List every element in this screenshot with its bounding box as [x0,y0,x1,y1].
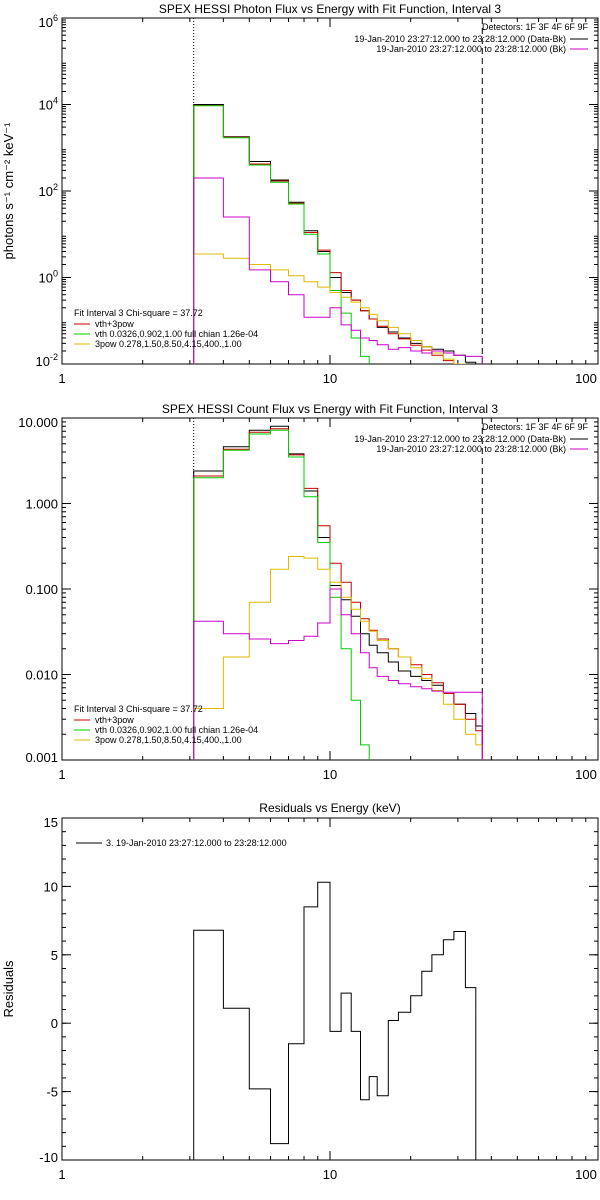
series-group [193,425,483,760]
series-bk [193,588,483,760]
legend-bk-label: 19-Jan-2010 23:27:12.000 to 23:28:12.000… [376,44,566,54]
y-tick-label: 100 [39,269,58,286]
y-axis-label: Residuals [1,960,16,1018]
y-tick-label: -10 [39,1150,58,1165]
x-tick-label: 100 [575,767,597,782]
x-tick-label: 1 [58,371,65,386]
chart-title: SPEX HESSI Count Flux vs Energy with Fit… [162,402,498,416]
y-tick-label: 102 [39,182,58,199]
x-tick-label: 1 [58,767,65,782]
y-tick-label: 0.100 [25,582,58,597]
series-total [193,428,483,760]
legend-fit-title: Fit Interval 3 Chi-square = 37.72 [74,704,203,714]
chart-panel-2: SPEX HESSI Count Flux vs Energy with Fit… [18,402,599,782]
series-pow [193,253,483,364]
series-group [193,104,483,364]
chart-title: Residuals vs Energy (keV) [259,801,400,815]
legend-fit-label: vth+3pow [95,319,134,329]
y-tick-label: 10-2 [36,352,58,369]
x-tick-label: 100 [575,371,597,386]
y-tick-label: 0.010 [25,668,58,683]
legend-data-label: 19-Jan-2010 23:27:12.000 to 23:28:12.000… [354,34,566,44]
legend-detectors: Detectors: 1F 3F 4F 6F 9F [482,422,589,432]
y-tick-label: 104 [39,96,58,113]
y-tick-label: 0 [51,1016,58,1031]
chart-panel-1: SPEX HESSI Photon Flux vs Energy with Fi… [1,2,599,386]
y-tick-label: 1.000 [25,497,58,512]
series-data [193,425,483,760]
x-tick-label: 100 [575,1167,597,1182]
legend-data-label: 19-Jan-2010 23:27:12.000 to 23:28:12.000… [354,434,566,444]
series-group [193,881,477,1160]
legend-fit-label: vth+3pow [95,715,134,725]
y-tick-label: 15 [44,815,58,830]
x-tick-label: 1 [58,1167,65,1182]
legend-resid-label: 3. 19-Jan-2010 23:27:12.000 to 23:28:12.… [106,838,287,848]
series-data [193,104,483,364]
legend-fit-label: vth 0.0326,0.902,1.00 full chian 1.26e-0… [95,329,258,339]
chart-title: SPEX HESSI Photon Flux vs Energy with Fi… [159,2,501,16]
series-pow [193,556,483,760]
series-vth [193,429,483,760]
y-axis-label: photons s⁻¹ cm⁻² keV⁻¹ [1,122,16,260]
legend-bk-label: 19-Jan-2010 23:27:12.000 to 23:28:12.000… [376,444,566,454]
y-tick-label: 10.000 [18,415,58,430]
y-tick-label: -5 [46,1085,58,1100]
series-resid [193,881,477,1160]
x-tick-label: 10 [323,371,337,386]
legend-fit-title: Fit Interval 3 Chi-square = 37.72 [74,308,203,318]
legend-detectors: Detectors: 1F 3F 4F 6F 9F [482,22,589,32]
x-tick-label: 10 [323,1167,337,1182]
y-tick-label: 5 [51,948,58,963]
y-tick-label: 10 [44,879,58,894]
legend-fit-label: 3pow 0.278,1.50,8.50,4.15,400.,1.00 [95,735,242,745]
chart-panel-3: Residuals vs Energy (keV) 1 10 100 -10 -5 0 5 10… [1,801,599,1182]
series-bk [193,177,483,364]
y-tick-label: 106 [39,13,58,30]
y-tick-label: 0.001 [25,750,58,765]
legend-fit-label: 3pow 0.278,1.50,8.50,4.15,400.,1.00 [95,339,242,349]
legend-fit-label: vth 0.0326,0.902,1.00 full chian 1.26e-0… [95,725,258,735]
x-tick-label: 10 [323,767,337,782]
series-vth [193,105,483,364]
